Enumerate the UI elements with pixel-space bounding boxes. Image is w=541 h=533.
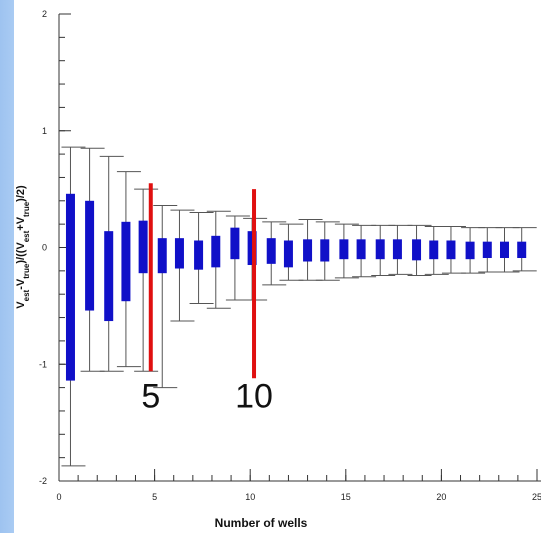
- x-tick-label: 5: [152, 492, 157, 502]
- x-tick-label: 20: [436, 492, 446, 502]
- box: [303, 239, 313, 262]
- x-tick-label: 0: [56, 492, 61, 502]
- box: [499, 241, 509, 259]
- marker-label: 5: [141, 377, 160, 415]
- box: [157, 238, 167, 274]
- box: [283, 240, 293, 268]
- box: [104, 231, 114, 322]
- box: [320, 239, 330, 262]
- markers-group: 5 10: [141, 183, 273, 415]
- box: [446, 240, 456, 260]
- box: [121, 221, 131, 302]
- box: [194, 240, 204, 270]
- x-tick-label: 25: [532, 492, 541, 502]
- box: [65, 193, 75, 381]
- box: [138, 220, 148, 274]
- box: [266, 238, 276, 264]
- whiskers-group: [61, 146, 537, 467]
- box: [211, 235, 221, 268]
- y-tick-label: -2: [39, 476, 47, 486]
- chart-frame: -2 -1 0 1 2 0 5 10 15 20 25 5 10 Number of wells Ve…: [14, 0, 541, 533]
- ticks-group: [58, 13, 538, 482]
- box: [356, 239, 366, 260]
- x-axis-title: Number of wells: [215, 516, 308, 530]
- y-axis-title: Vest-Vtrue)/((Vest+Vtrue)/2): [15, 185, 31, 309]
- marker-label: 10: [235, 377, 273, 415]
- x-tick-label: 10: [245, 492, 255, 502]
- box: [230, 227, 240, 260]
- box: [174, 238, 184, 269]
- box: [465, 241, 475, 260]
- box: [392, 239, 402, 260]
- box: [429, 240, 439, 260]
- y-tick-label: 0: [42, 243, 47, 253]
- box: [482, 241, 492, 259]
- boxes-group: [65, 193, 527, 381]
- box: [85, 200, 95, 311]
- box: [412, 239, 422, 261]
- y-tick-label: 1: [42, 126, 47, 136]
- box: [339, 239, 349, 260]
- box: [517, 241, 527, 259]
- x-tick-label: 15: [341, 492, 351, 502]
- y-tick-label: 2: [42, 9, 47, 19]
- box: [375, 239, 385, 260]
- y-tick-label: -1: [39, 359, 47, 369]
